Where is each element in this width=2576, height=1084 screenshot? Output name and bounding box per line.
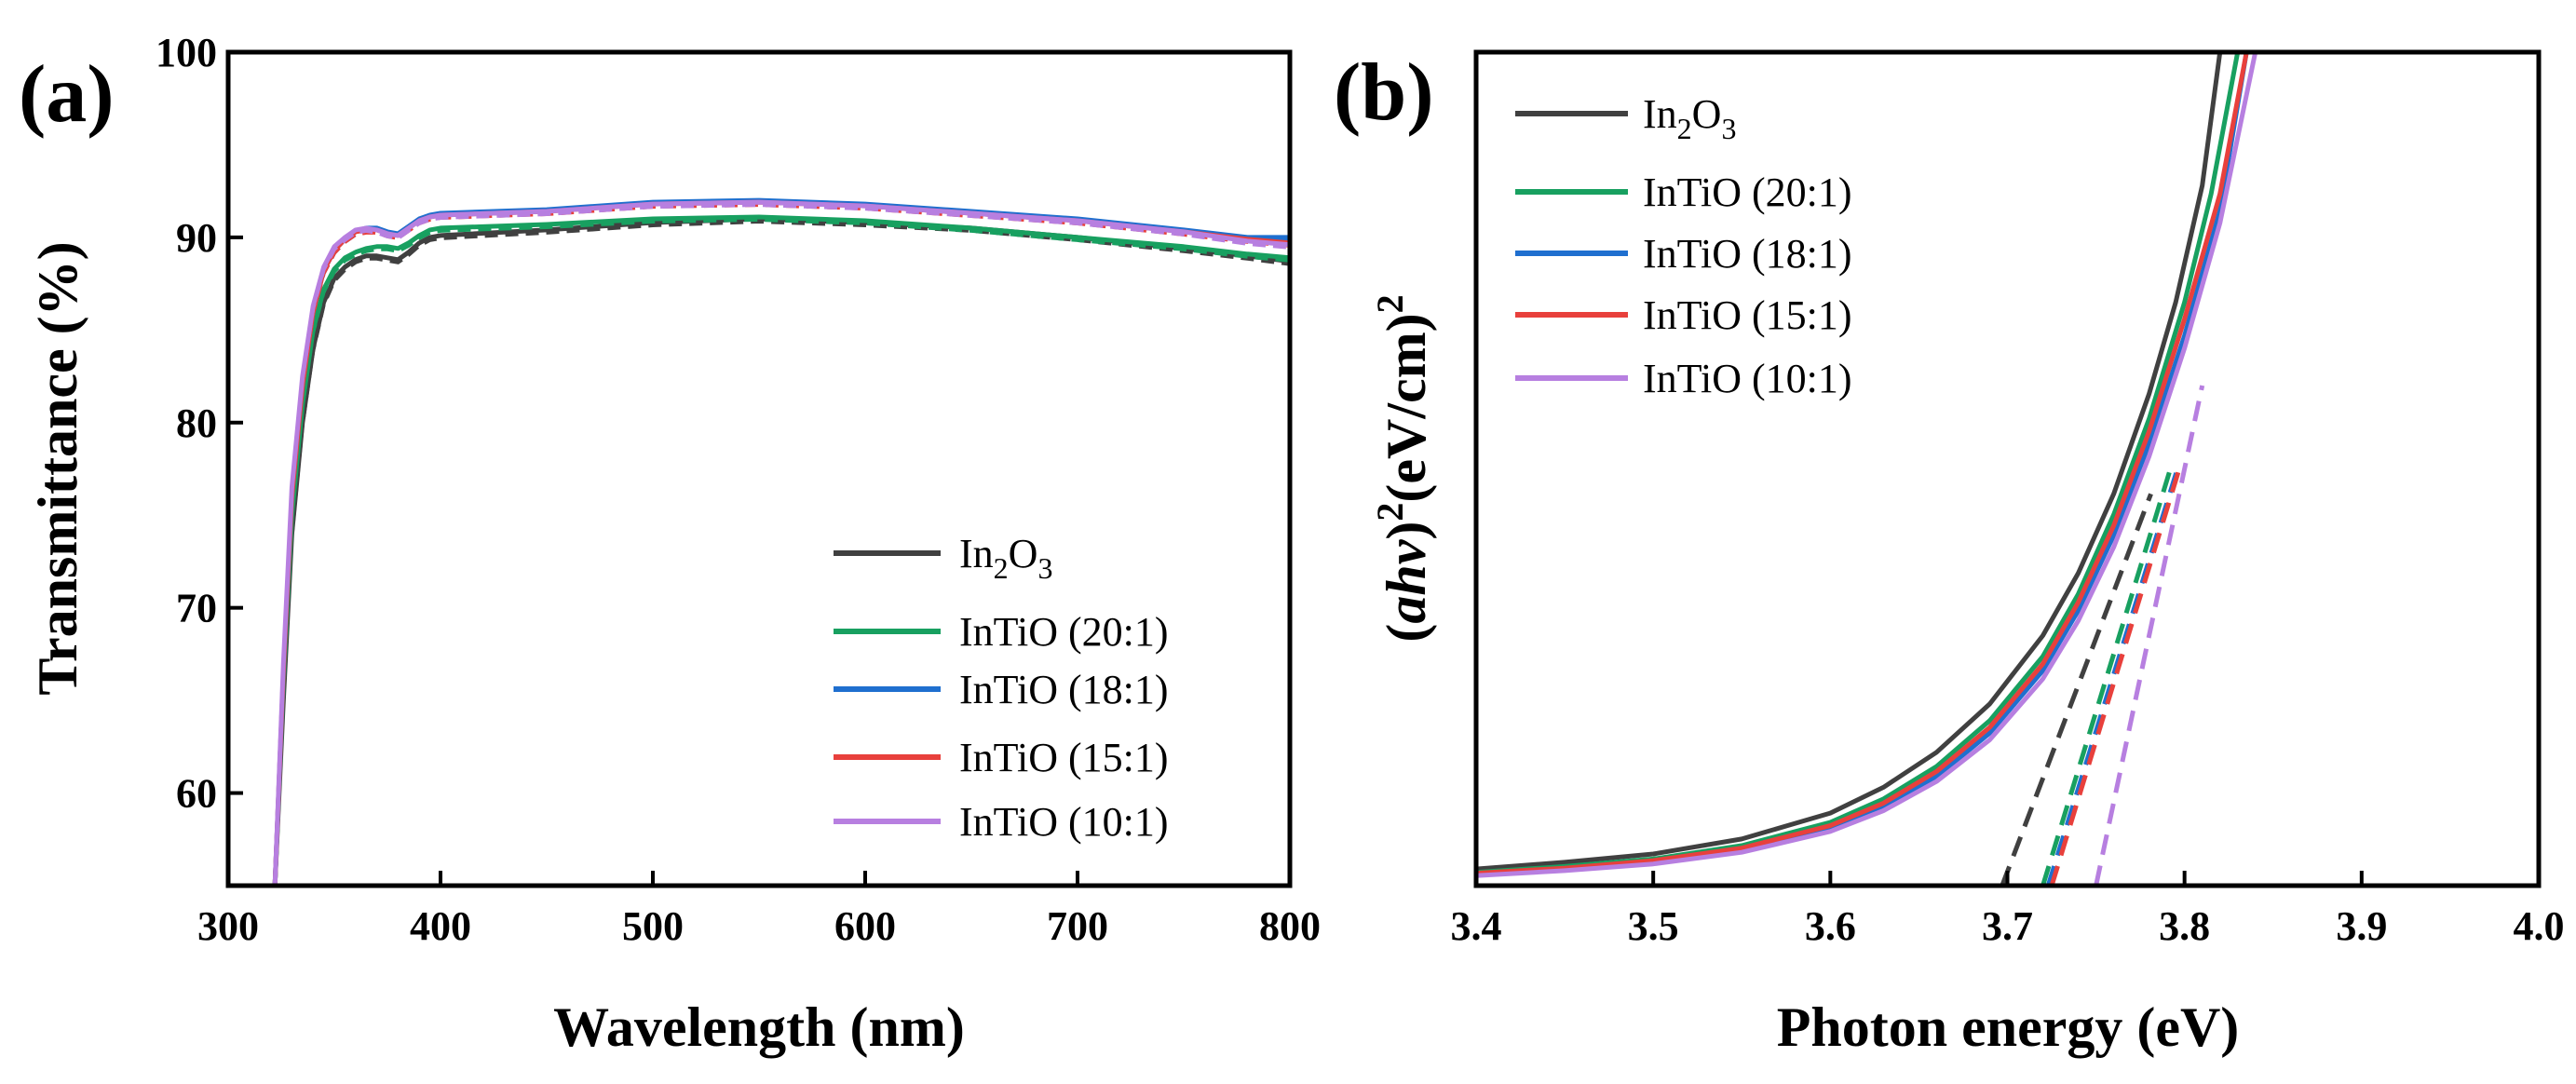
panel-a-xlabel: Wavelength (nm) [553, 996, 965, 1058]
panel-b-xtick-label-5: 3.9 [2336, 903, 2387, 949]
legend-a-item-0: In2O3 [834, 531, 1052, 585]
legend-a-label-1: InTiO (20:1) [959, 609, 1169, 655]
panel-b-xtick-label-1: 3.5 [1628, 903, 1679, 949]
panel-a-xtick-label-0: 300 [197, 903, 259, 949]
panel-b-xtick-label-0: 3.4 [1451, 903, 1502, 949]
legend-b-label-0-mid: O [1692, 91, 1722, 137]
legend-b-label-4: InTiO (10:1) [1643, 356, 1852, 401]
legend-b-label-0-sub1: 2 [1677, 112, 1692, 145]
panel-b-xlabel: Photon energy (eV) [1777, 996, 2240, 1058]
panel-a-series-lines [272, 197, 1290, 886]
panel-b-ylabel-mid: ) [1376, 522, 1437, 540]
legend-b-label-0-base: In [1643, 91, 1677, 137]
legend-a-label-0-sub2: 3 [1037, 551, 1052, 585]
legend-a-label-0-base: In [959, 531, 994, 576]
panel-b-series-line-4 [1476, 52, 2258, 878]
panel-b-xtick-label-2: 3.6 [1805, 903, 1856, 949]
panel-a-xtick-label-4: 700 [1047, 903, 1108, 949]
panel-b: (b) 3.4 3.5 3.6 3.7 3.8 3.9 4.0 Photon energy … [1334, 47, 2565, 1058]
legend-a-label-0: In2O3 [959, 531, 1052, 585]
panel-a-series-dash-4 [273, 203, 1290, 886]
panel-b-ylabel-sup2: 2 [1369, 294, 1411, 313]
panel-a-xtick-label-5: 800 [1259, 903, 1321, 949]
legend-a-label-0-sub1: 2 [994, 551, 1009, 585]
panel-b-series-lines [1476, 52, 2258, 886]
panel-a-series-line-2 [272, 197, 1290, 886]
panel-a-series-line-3 [272, 199, 1290, 886]
panel-b-ylabel-italic: ahv [1376, 538, 1437, 623]
panel-b-fit-line-4 [2094, 385, 2205, 886]
panel-a-series-line-4 [272, 199, 1290, 886]
panel-a-legend: In2O3 InTiO (20:1) InTiO (18:1) InTiO (1… [834, 531, 1169, 845]
legend-a-label-2: InTiO (18:1) [959, 667, 1169, 712]
panel-a-xtick-label-2: 500 [622, 903, 684, 949]
legend-a-label-3: InTiO (15:1) [959, 735, 1169, 780]
panel-b-legend: In2O3 InTiO (20:1) InTiO (18:1) InTiO (1… [1515, 91, 1852, 401]
panel-b-ylabel-unit: (eV/cm) [1376, 313, 1437, 502]
panel-a-series-dash-2 [273, 201, 1290, 886]
legend-a-item-2: InTiO (18:1) [834, 667, 1169, 712]
legend-a-item-3: InTiO (15:1) [834, 735, 1169, 780]
panel-a-ytick-label-1: 70 [176, 586, 217, 631]
panel-a-ytick-label-2: 80 [176, 400, 217, 446]
panel-b-xtick-label-3: 3.7 [1982, 903, 2033, 949]
legend-b-label-0: In2O3 [1643, 91, 1736, 145]
legend-a-item-4: InTiO (10:1) [834, 799, 1169, 845]
legend-a-label-0-mid: O [1009, 531, 1038, 576]
panel-b-ylabel-prefix: ( [1376, 624, 1437, 643]
panel-a-frame [225, 49, 1293, 888]
legend-a-item-1: InTiO (20:1) [834, 609, 1169, 655]
panel-b-ylabel: (ahv)2(eV/cm)2 [1369, 294, 1437, 642]
panel-a-series-line-0 [272, 216, 1290, 886]
legend-a-label-4: InTiO (10:1) [959, 799, 1169, 845]
legend-b-label-2: InTiO (18:1) [1643, 231, 1852, 277]
legend-b-label-3: InTiO (15:1) [1643, 292, 1852, 338]
panel-a: (a) 300 400 500 600 700 800 60 70 80 90 100 Wavele… [19, 30, 1321, 1058]
panel-a-xtick-label-1: 400 [410, 903, 471, 949]
panel-b-fit-line-0 [2000, 493, 2153, 886]
legend-b-label-0-sub2: 3 [1721, 112, 1736, 145]
panel-b-fit-line-1 [2040, 467, 2173, 886]
panel-a-ylabel: Transmittance (%) [27, 241, 88, 695]
panel-b-series-line-3 [1476, 52, 2249, 876]
panel-b-label: (b) [1334, 47, 1434, 138]
panel-b-frame [1473, 49, 2542, 888]
panel-a-ytick-label-3: 90 [176, 215, 217, 261]
legend-b-item-2: InTiO (18:1) [1515, 231, 1852, 277]
panel-a-series-line-1 [272, 214, 1290, 886]
panel-b-series-line-0 [1476, 52, 2223, 872]
legend-b-item-4: InTiO (10:1) [1515, 356, 1852, 401]
panel-a-ytick-label-4: 100 [156, 30, 217, 75]
legend-b-item-1: InTiO (20:1) [1515, 169, 1852, 215]
panel-a-ytick-label-0: 60 [176, 771, 217, 817]
panel-a-series-dash-1 [273, 217, 1290, 886]
panel-a-xtick-label-3: 600 [834, 903, 896, 949]
panel-b-xtick-label-6: 4.0 [2514, 903, 2565, 949]
panel-b-xtick-label-4: 3.8 [2159, 903, 2210, 949]
panel-b-ticks: 3.4 3.5 3.6 3.7 3.8 3.9 4.0 [1451, 871, 2565, 949]
panel-a-ticks: 300 400 500 600 700 800 60 70 80 90 100 [156, 30, 1321, 949]
panel-a-label: (a) [19, 49, 115, 140]
panel-b-fit-line-3 [2049, 467, 2182, 886]
panel-b-ylabel-sup1: 2 [1369, 503, 1411, 522]
panel-a-series-dash-3 [273, 203, 1290, 886]
legend-b-label-1: InTiO (20:1) [1643, 169, 1852, 215]
legend-b-item-0: In2O3 [1515, 91, 1736, 145]
legend-b-item-3: InTiO (15:1) [1515, 292, 1852, 338]
panel-a-series-dash-0 [273, 219, 1290, 886]
